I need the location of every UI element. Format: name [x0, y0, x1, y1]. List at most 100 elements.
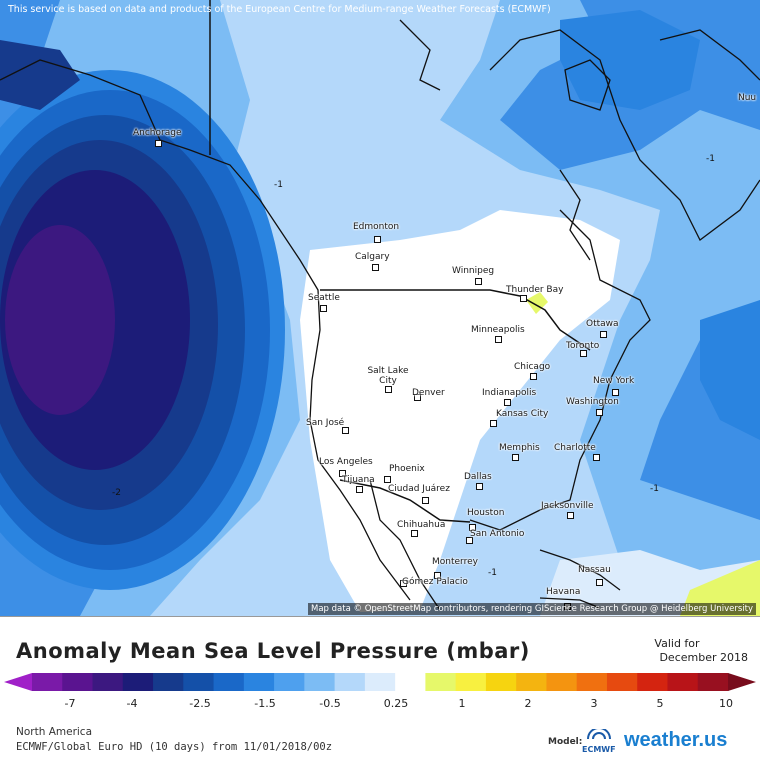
city-marker[interactable] — [520, 295, 527, 302]
map-attribution: Map data © OpenStreetMap contributors, r… — [308, 603, 756, 615]
city-label-thunder-bay: Thunder Bay — [506, 285, 564, 295]
legend-panel: Anomaly Mean Sea Level Pressure (mbar) V… — [0, 616, 760, 761]
scale-tick-label: -7 — [64, 697, 76, 710]
city-marker[interactable] — [530, 373, 537, 380]
scale-swatch — [667, 673, 699, 691]
valid-date: December 2018 — [659, 651, 748, 664]
city-marker[interactable] — [385, 386, 392, 393]
scale-swatch — [122, 673, 154, 691]
scale-tick-label: -1.5 — [254, 697, 276, 710]
city-label-anchorage: Anchorage — [133, 128, 182, 138]
scale-swatch — [213, 673, 245, 691]
city-label-phoenix: Phoenix — [389, 464, 425, 474]
city-marker[interactable] — [434, 572, 441, 579]
map-area[interactable]: This service is based on data and produc… — [0, 0, 760, 616]
city-label-ciudad-juarez: Ciudad Juárez — [388, 484, 450, 494]
city-marker[interactable] — [414, 394, 421, 401]
city-marker[interactable] — [580, 350, 587, 357]
city-label-los-angeles: Los Angeles — [319, 457, 373, 467]
contour-label: -1 — [274, 180, 283, 190]
city-label-charlotte: Charlotte — [554, 443, 596, 453]
scale-tick-label: -2.5 — [189, 697, 211, 710]
scale-swatch — [485, 673, 517, 691]
scale-tick-label: 1 — [458, 697, 466, 710]
city-marker[interactable] — [466, 537, 473, 544]
city-label-washington: Washington — [566, 397, 619, 407]
city-marker[interactable] — [155, 140, 162, 147]
scale-tick-label: 3 — [590, 697, 598, 710]
scale-swatch — [243, 673, 275, 691]
city-marker[interactable] — [593, 454, 600, 461]
scale-swatch — [546, 673, 578, 691]
contour-label: -2 — [112, 488, 121, 498]
city-marker[interactable] — [411, 530, 418, 537]
city-label-minneapolis: Minneapolis — [471, 325, 525, 335]
city-marker[interactable] — [596, 409, 603, 416]
city-label-edmonton: Edmonton — [353, 222, 400, 232]
city-label-kansas-city: Kansas City — [496, 409, 549, 419]
city-label-winnipeg: Winnipeg — [452, 266, 495, 276]
city-marker[interactable] — [372, 264, 379, 271]
region-label: North America — [16, 726, 93, 738]
city-label-dallas: Dallas — [464, 472, 492, 482]
city-marker[interactable] — [384, 476, 391, 483]
city-label-jacksonville: Jacksonville — [541, 501, 594, 511]
weather-us-logo[interactable]: weather.us — [624, 729, 728, 751]
color-scale-bar — [4, 673, 756, 691]
city-marker[interactable] — [356, 486, 363, 493]
city-marker[interactable] — [600, 331, 607, 338]
scale-swatch — [364, 673, 396, 691]
city-label-houston: Houston — [467, 508, 505, 518]
city-marker[interactable] — [512, 454, 519, 461]
contour-label: -1 — [706, 154, 715, 164]
city-label-tijuana: Tijuana — [342, 475, 375, 485]
scale-swatch — [183, 673, 215, 691]
scale-swatch — [304, 673, 336, 691]
city-marker[interactable] — [400, 580, 407, 587]
city-marker[interactable] — [490, 420, 497, 427]
scale-swatch — [32, 673, 63, 691]
scale-swatch — [92, 673, 124, 691]
city-label-monterrey: Monterrey — [432, 557, 478, 567]
scale-swatch — [516, 673, 547, 691]
contour-label: -1 — [488, 568, 497, 578]
city-marker[interactable] — [320, 305, 327, 312]
city-marker[interactable] — [469, 524, 476, 531]
city-marker[interactable] — [476, 483, 483, 490]
scale-tick-label: -4 — [126, 697, 138, 710]
scale-tick-label: 10 — [719, 697, 733, 710]
city-marker[interactable] — [567, 512, 574, 519]
scale-swatch — [274, 673, 305, 691]
city-marker[interactable] — [422, 497, 429, 504]
city-marker[interactable] — [475, 278, 482, 285]
city-marker[interactable] — [495, 336, 502, 343]
city-label-nuu: Nuu — [738, 93, 757, 103]
city-marker[interactable] — [612, 389, 619, 396]
city-label-calgary: Calgary — [355, 252, 390, 262]
city-marker[interactable] — [596, 579, 603, 586]
city-label-gomez-palacio: Gómez Palacio — [402, 577, 468, 587]
city-label-indianapolis: Indianapolis — [482, 388, 537, 398]
scale-swatch — [153, 673, 184, 691]
city-marker[interactable] — [342, 427, 349, 434]
city-label-ottawa: Ottawa — [586, 319, 619, 329]
city-marker[interactable] — [374, 236, 381, 243]
scale-swatch — [576, 673, 608, 691]
city-marker[interactable] — [504, 399, 511, 406]
scale-swatch — [697, 673, 729, 691]
scale-swatch — [395, 673, 426, 691]
contour-label: -1 — [650, 484, 659, 494]
city-label-san-jose: San José — [306, 418, 345, 428]
city-label-new-york: New York — [593, 376, 635, 386]
scale-swatch — [334, 673, 366, 691]
scale-swatch — [425, 673, 457, 691]
city-label-san-antonio: San Antonio — [470, 529, 525, 539]
scale-swatch — [455, 673, 487, 691]
city-label-chicago: Chicago — [514, 362, 551, 372]
ecmwf-logo: ECMWF — [582, 727, 616, 754]
city-marker[interactable] — [339, 470, 346, 477]
legend-title: Anomaly Mean Sea Level Pressure (mbar) — [16, 639, 530, 663]
city-label-nassau: Nassau — [578, 565, 611, 575]
scale-tick-label: 5 — [656, 697, 664, 710]
city-label-havana: Havana — [546, 587, 581, 597]
